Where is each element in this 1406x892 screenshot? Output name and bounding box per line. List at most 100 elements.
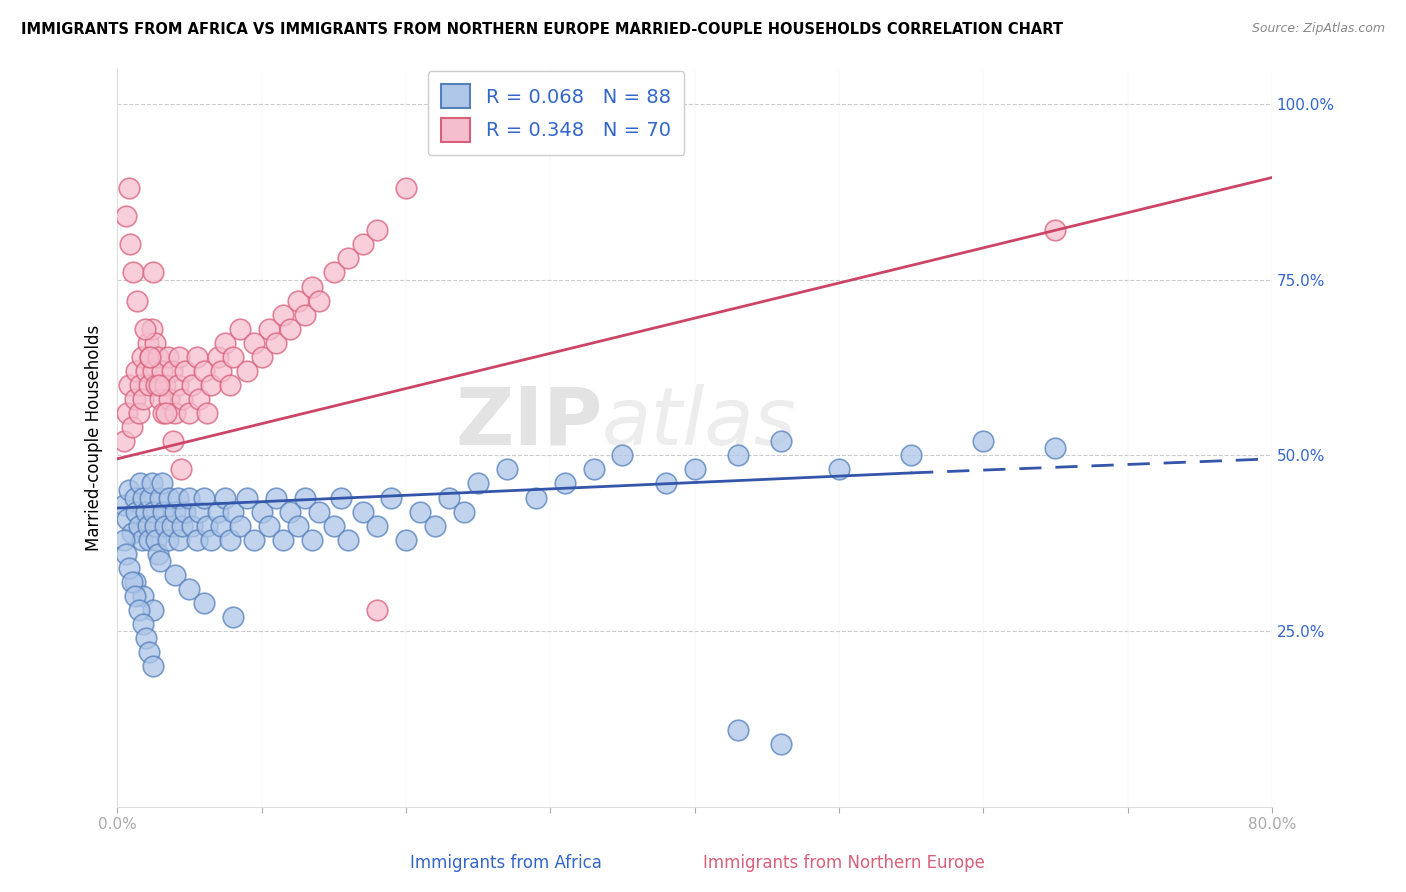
- Point: [149, 392, 172, 406]
- Point: [148, 378, 170, 392]
- Point: [142, 603, 165, 617]
- Point: [167, 350, 190, 364]
- Point: [134, 322, 156, 336]
- Point: [141, 322, 163, 336]
- Point: [193, 491, 215, 505]
- Point: [193, 364, 215, 378]
- Point: [142, 505, 165, 519]
- Point: [727, 448, 749, 462]
- Point: [131, 533, 153, 547]
- Point: [117, 511, 139, 525]
- Point: [1045, 223, 1067, 237]
- Point: [207, 505, 229, 519]
- Point: [139, 350, 162, 364]
- Point: [124, 574, 146, 589]
- Point: [352, 237, 374, 252]
- Point: [138, 645, 160, 659]
- Point: [124, 392, 146, 406]
- Point: [366, 603, 388, 617]
- Point: [118, 561, 141, 575]
- Point: [322, 518, 344, 533]
- Point: [141, 476, 163, 491]
- Point: [162, 434, 184, 449]
- Point: [129, 476, 152, 491]
- Point: [186, 533, 208, 547]
- Point: [366, 223, 388, 237]
- Point: [250, 350, 273, 364]
- Point: [121, 574, 143, 589]
- Point: [683, 462, 706, 476]
- Point: [257, 322, 280, 336]
- Text: IMMIGRANTS FROM AFRICA VS IMMIGRANTS FROM NORTHERN EUROPE MARRIED-COUPLE HOUSEHO: IMMIGRANTS FROM AFRICA VS IMMIGRANTS FRO…: [21, 22, 1063, 37]
- Point: [337, 252, 360, 266]
- Point: [143, 518, 166, 533]
- Point: [193, 596, 215, 610]
- Point: [467, 476, 489, 491]
- Point: [149, 491, 172, 505]
- Point: [142, 659, 165, 673]
- Point: [257, 518, 280, 533]
- Point: [409, 505, 432, 519]
- Point: [524, 491, 547, 505]
- Point: [121, 525, 143, 540]
- Point: [214, 491, 236, 505]
- Point: [209, 518, 232, 533]
- Point: [179, 582, 201, 596]
- Point: [125, 364, 148, 378]
- Point: [112, 434, 135, 449]
- Point: [200, 378, 222, 392]
- Point: [243, 533, 266, 547]
- Point: [236, 491, 259, 505]
- Point: [167, 533, 190, 547]
- Point: [654, 476, 676, 491]
- Point: [828, 462, 851, 476]
- Point: [218, 378, 240, 392]
- Point: [139, 491, 162, 505]
- Point: [174, 505, 197, 519]
- Point: [163, 568, 186, 582]
- Point: [132, 491, 155, 505]
- Legend: R = 0.068   N = 88, R = 0.348   N = 70: R = 0.068 N = 88, R = 0.348 N = 70: [427, 70, 685, 155]
- Point: [366, 518, 388, 533]
- Point: [554, 476, 576, 491]
- Point: [142, 364, 165, 378]
- Point: [250, 505, 273, 519]
- Point: [163, 505, 186, 519]
- Text: ZIP: ZIP: [456, 384, 602, 462]
- Point: [117, 406, 139, 420]
- Point: [200, 533, 222, 547]
- Point: [136, 335, 159, 350]
- Text: Immigrants from Africa: Immigrants from Africa: [411, 855, 602, 872]
- Text: atlas: atlas: [602, 384, 797, 462]
- Point: [395, 533, 418, 547]
- Point: [294, 491, 316, 505]
- Point: [135, 631, 157, 645]
- Point: [329, 491, 352, 505]
- Point: [170, 462, 193, 476]
- Point: [243, 335, 266, 350]
- Point: [145, 378, 167, 392]
- Point: [287, 293, 309, 308]
- Point: [1045, 442, 1067, 456]
- Point: [127, 293, 149, 308]
- Point: [218, 533, 240, 547]
- Point: [125, 505, 148, 519]
- Point: [146, 350, 169, 364]
- Point: [496, 462, 519, 476]
- Point: [337, 533, 360, 547]
- Point: [128, 603, 150, 617]
- Point: [195, 518, 218, 533]
- Point: [118, 181, 141, 195]
- Point: [118, 378, 141, 392]
- Point: [174, 364, 197, 378]
- Point: [153, 378, 176, 392]
- Point: [453, 505, 475, 519]
- Point: [352, 505, 374, 519]
- Point: [322, 265, 344, 279]
- Point: [181, 518, 204, 533]
- Point: [308, 293, 330, 308]
- Point: [423, 518, 446, 533]
- Point: [229, 518, 252, 533]
- Point: [582, 462, 605, 476]
- Point: [132, 617, 155, 632]
